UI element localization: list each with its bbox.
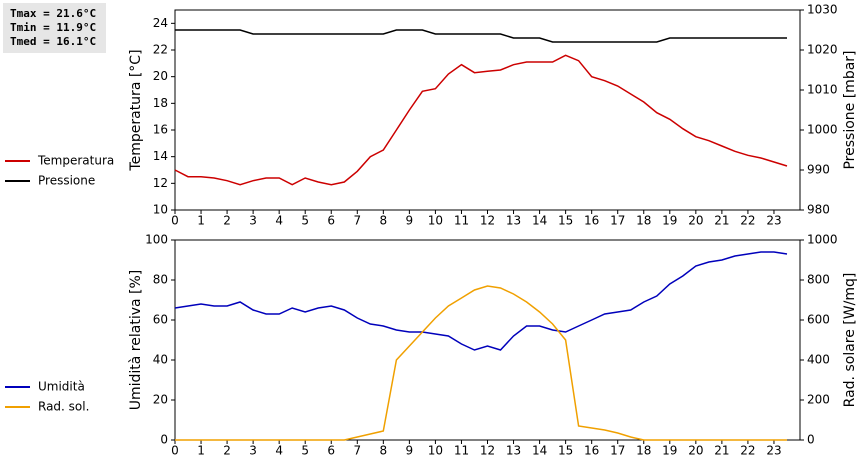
x-tick-label: 14 <box>532 444 547 458</box>
x-tick-label: 1 <box>197 444 205 458</box>
x-tick-label: 11 <box>454 444 469 458</box>
x-tick-label: 2 <box>223 444 231 458</box>
x-tick-label: 15 <box>558 214 573 228</box>
x-tick-label: 22 <box>740 444 755 458</box>
x-tick-label: 10 <box>428 444 443 458</box>
x-tick-label: 21 <box>714 214 729 228</box>
y-tick-label: 100 <box>145 233 168 247</box>
y2-tick-label: 600 <box>807 313 830 327</box>
y-tick-label: 24 <box>153 16 168 30</box>
y-tick-label: 40 <box>153 353 168 367</box>
y-tick-label: 18 <box>153 96 168 110</box>
y2-tick-label: 980 <box>807 203 830 217</box>
y-tick-label: 20 <box>153 69 168 83</box>
x-tick-label: 17 <box>610 214 625 228</box>
x-tick-label: 3 <box>249 214 257 228</box>
x-tick-label: 6 <box>327 444 335 458</box>
x-tick-label: 13 <box>506 214 521 228</box>
x-tick-label: 11 <box>454 214 469 228</box>
x-tick-label: 9 <box>406 444 414 458</box>
x-tick-label: 6 <box>327 214 335 228</box>
x-tick-label: 12 <box>480 444 495 458</box>
x-tick-label: 8 <box>380 214 388 228</box>
stat-tmin: Tmin = 11.9°C <box>10 21 96 34</box>
x-tick-label: 3 <box>249 444 257 458</box>
x-tick-label: 20 <box>688 214 703 228</box>
x-tick-label: 5 <box>301 444 309 458</box>
legend-label: Umidità <box>38 380 85 394</box>
x-tick-label: 17 <box>610 444 625 458</box>
x-tick-label: 19 <box>662 444 677 458</box>
y-tick-label: 0 <box>160 433 168 447</box>
x-tick-label: 4 <box>275 214 283 228</box>
y2-tick-label: 800 <box>807 273 830 287</box>
x-tick-label: 22 <box>740 214 755 228</box>
series-line <box>174 251 788 351</box>
x-tick-label: 2 <box>223 214 231 228</box>
y2-axis-label: Rad. solare [W/mq] <box>842 273 858 408</box>
y2-tick-label: 200 <box>807 393 830 407</box>
stats-box <box>3 3 106 53</box>
x-tick-label: 14 <box>532 214 547 228</box>
y-tick-label: 80 <box>153 273 168 287</box>
x-tick-label: 18 <box>636 214 651 228</box>
x-tick-label: 7 <box>353 444 361 458</box>
plot-frame <box>174 9 801 211</box>
x-tick-label: 7 <box>353 214 361 228</box>
x-tick-label: 23 <box>766 444 781 458</box>
y2-tick-label: 400 <box>807 353 830 367</box>
y2-tick-label: 1010 <box>807 83 838 97</box>
y2-tick-label: 1030 <box>807 3 838 17</box>
y-tick-label: 60 <box>153 313 168 327</box>
y2-tick-label: 1020 <box>807 43 838 57</box>
y-axis-label: Temperatura [°C] <box>128 49 144 171</box>
x-tick-label: 1 <box>197 214 205 228</box>
x-tick-label: 8 <box>380 444 388 458</box>
x-tick-label: 4 <box>275 444 283 458</box>
y-tick-label: 14 <box>153 149 168 163</box>
series-line <box>175 29 787 43</box>
x-tick-label: 16 <box>584 214 599 228</box>
x-tick-label: 20 <box>688 444 703 458</box>
x-tick-label: 5 <box>301 214 309 228</box>
y2-tick-label: 1000 <box>807 233 838 247</box>
y-tick-label: 12 <box>153 176 168 190</box>
legend-label: Pressione <box>38 174 95 188</box>
x-tick-label: 18 <box>636 444 651 458</box>
x-tick-label: 21 <box>714 444 729 458</box>
y2-tick-label: 1000 <box>807 123 838 137</box>
x-tick-label: 19 <box>662 214 677 228</box>
legend-label: Temperatura <box>37 154 114 168</box>
legend-label: Rad. sol. <box>38 400 89 414</box>
stat-tmed: Tmed = 16.1°C <box>10 35 96 48</box>
x-tick-label: 0 <box>171 214 179 228</box>
x-tick-label: 16 <box>584 444 599 458</box>
x-tick-label: 13 <box>506 444 521 458</box>
series-line <box>174 54 788 186</box>
x-tick-label: 23 <box>766 214 781 228</box>
y-tick-label: 20 <box>153 393 168 407</box>
x-tick-label: 9 <box>406 214 414 228</box>
x-tick-label: 10 <box>428 214 443 228</box>
plot-frame <box>174 239 801 441</box>
series-line <box>175 285 787 441</box>
y-tick-label: 22 <box>153 43 168 57</box>
y-tick-label: 10 <box>153 203 168 217</box>
y2-tick-label: 990 <box>807 163 830 177</box>
x-tick-label: 15 <box>558 444 573 458</box>
stat-tmax: Tmax = 21.6°C <box>10 7 96 20</box>
x-tick-label: 0 <box>171 444 179 458</box>
x-tick-label: 12 <box>480 214 495 228</box>
y2-tick-label: 0 <box>807 433 815 447</box>
y2-axis-label: Pressione [mbar] <box>842 50 858 169</box>
y-tick-label: 16 <box>153 123 168 137</box>
y-axis-label: Umidità relativa [%] <box>128 270 144 411</box>
